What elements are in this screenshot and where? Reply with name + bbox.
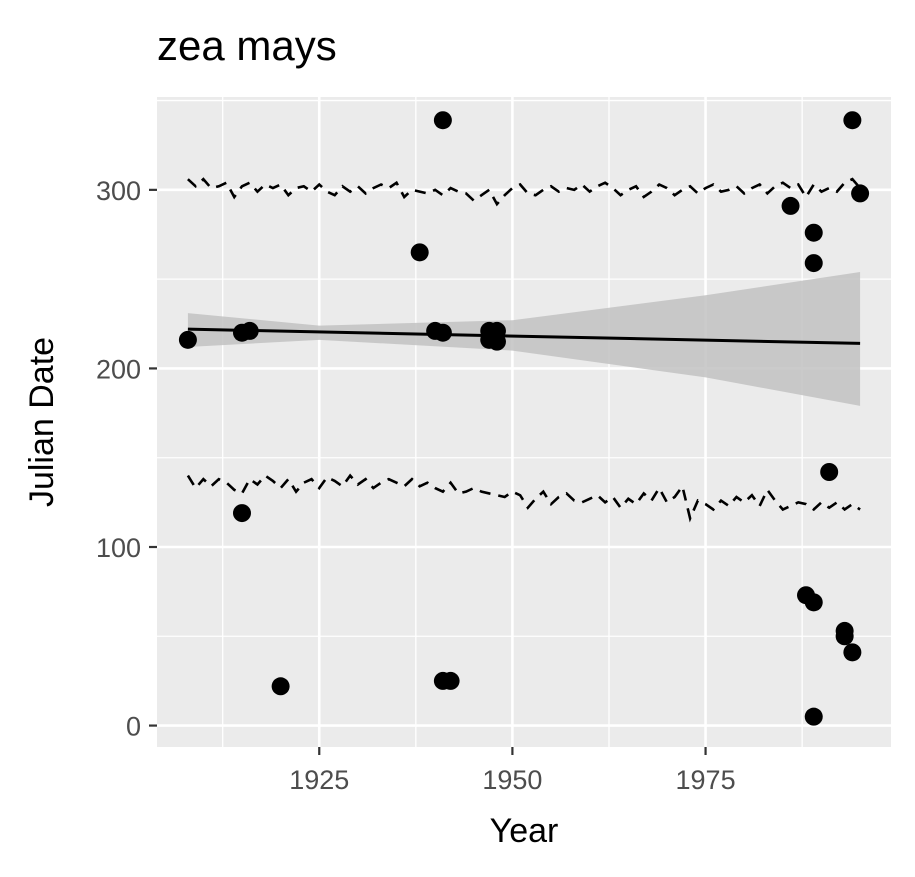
axis-ticks <box>149 188 707 755</box>
data-point <box>804 223 823 242</box>
data-point <box>843 643 862 662</box>
y-axis-title: Julian Date <box>23 337 61 507</box>
data-point <box>804 254 823 273</box>
x-axis-title: Year <box>490 812 559 850</box>
plot-panel <box>157 97 891 747</box>
data-point <box>410 243 429 262</box>
data-point <box>804 707 823 726</box>
confidence-band-area <box>187 272 861 406</box>
data-point <box>487 332 506 351</box>
data-point <box>820 463 839 481</box>
trend-line <box>187 327 861 345</box>
y-tick-label: 300 <box>96 176 141 206</box>
x-tick-label: 1925 <box>289 765 349 795</box>
data-point <box>441 671 460 690</box>
chart-title: zea mays <box>157 22 337 69</box>
data-point <box>433 323 452 342</box>
data-point <box>178 330 197 349</box>
data-point <box>781 196 800 215</box>
data-point <box>804 593 823 612</box>
lower-dashed-line <box>186 473 861 523</box>
trend-line-segment <box>187 327 861 345</box>
dashed-lines <box>186 177 862 523</box>
data-point <box>240 321 259 340</box>
data-point <box>433 111 452 130</box>
axis-tick-labels: 1925 1950 1975 0 100 200 300 <box>96 176 736 795</box>
data-point <box>271 677 290 696</box>
y-tick-label: 200 <box>96 354 141 384</box>
grid-minor <box>157 97 891 747</box>
x-tick-label: 1975 <box>676 765 736 795</box>
data-point <box>835 627 854 646</box>
data-point <box>843 111 862 130</box>
y-tick-label: 100 <box>96 533 141 563</box>
data-point <box>851 184 870 203</box>
x-tick-label: 1950 <box>482 765 542 795</box>
y-tick-label: 0 <box>126 712 141 742</box>
upper-dashed-line <box>187 177 862 207</box>
confidence-band <box>187 272 861 406</box>
data-points <box>178 111 870 726</box>
data-point <box>232 504 251 523</box>
